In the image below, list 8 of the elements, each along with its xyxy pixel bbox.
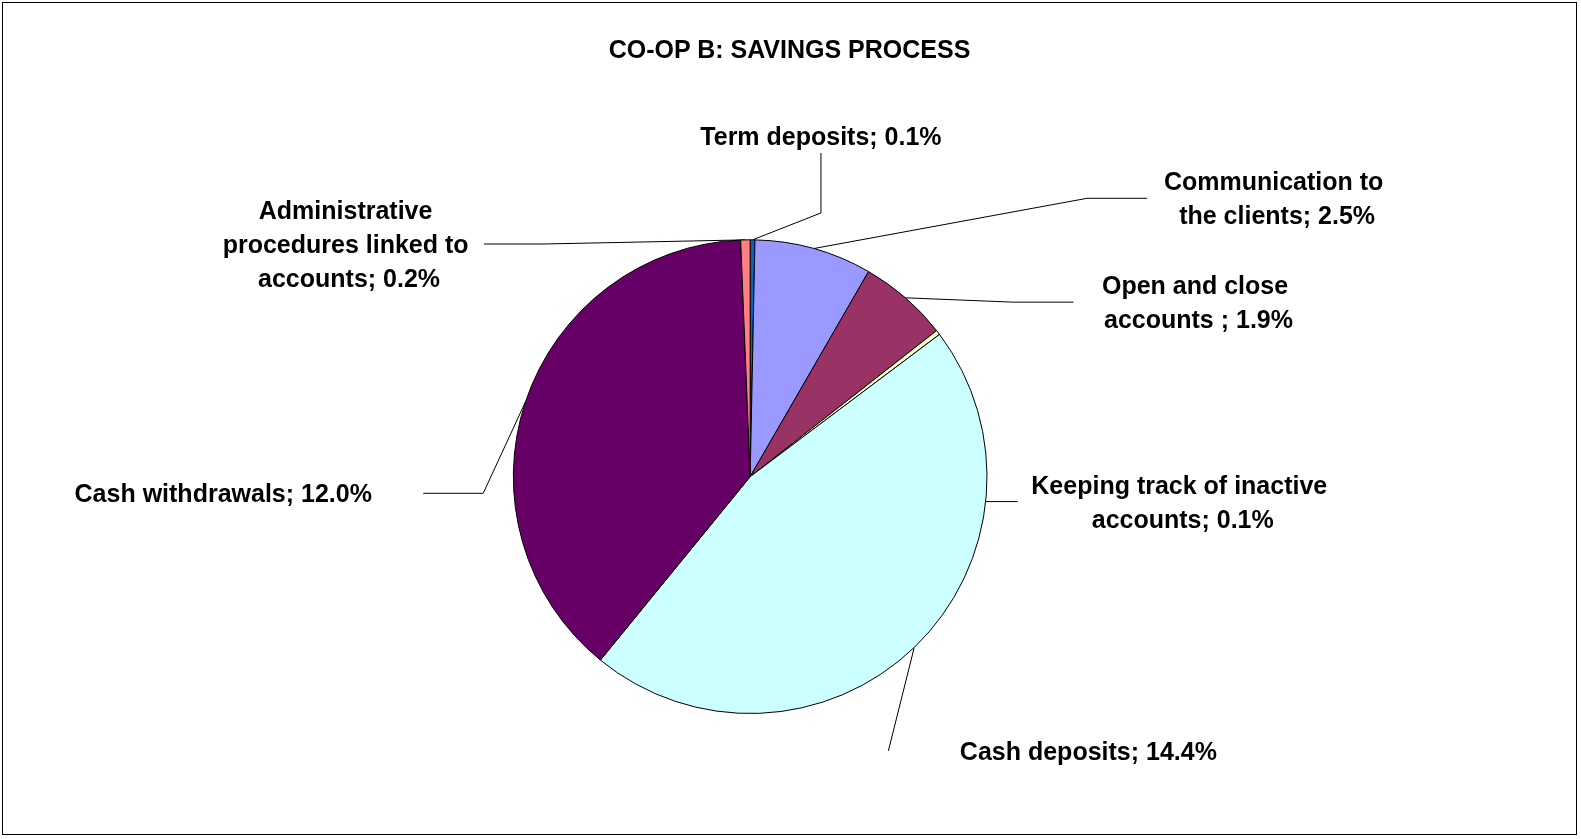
slice-label: Cash withdrawals; 12.0%: [74, 479, 372, 508]
slice-label: Term deposits; 0.1%: [700, 121, 942, 150]
slice-label: Cash deposits; 14.4%: [959, 736, 1217, 765]
slice-label: Keeping track of inactive accounts; 0.1%: [1031, 470, 1335, 533]
slice-label: Communication to the clients; 2.5%: [1163, 167, 1391, 230]
slice-label: Open and close accounts ; 1.9%: [1101, 271, 1296, 334]
chart-title: CO-OP B: SAVINGS PROCESS: [608, 34, 971, 63]
slice-label: Administrative procedures linked to accounts; 0.2%: [222, 195, 476, 292]
